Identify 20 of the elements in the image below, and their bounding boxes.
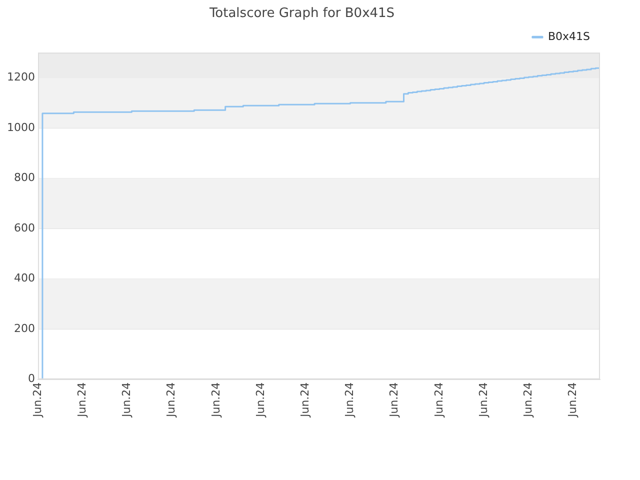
y-tick-label: 800: [14, 171, 35, 184]
y-tick-label: 1000: [6, 120, 35, 134]
x-tick-label: Jun.24: [298, 382, 312, 418]
x-tick-label: Jun.24: [476, 382, 490, 418]
x-tick-label: Jun.24: [254, 382, 267, 418]
x-tick-label: Jun.24: [343, 382, 356, 418]
x-tick-label: Jun.24: [75, 382, 88, 418]
x-tick-label: Jun.24: [209, 382, 222, 418]
y-tick-label: 200: [14, 322, 35, 335]
legend-label: B0x41S: [548, 30, 590, 43]
y-tick-label: 600: [14, 221, 35, 234]
y-tick-label: 400: [14, 272, 35, 285]
y-tick-label: 1200: [6, 70, 35, 84]
chart-title: Totalscore Graph for B0x41S: [208, 6, 395, 22]
x-tick-label: Jun.24: [566, 382, 580, 418]
x-tick-label: Jun.24: [164, 382, 178, 418]
x-tick-label: Jun.24: [521, 382, 534, 418]
x-tick-label: Jun.24: [120, 382, 134, 418]
x-tick-label: Jun.24: [432, 382, 446, 418]
x-tick-label: Jun.24: [388, 382, 401, 418]
